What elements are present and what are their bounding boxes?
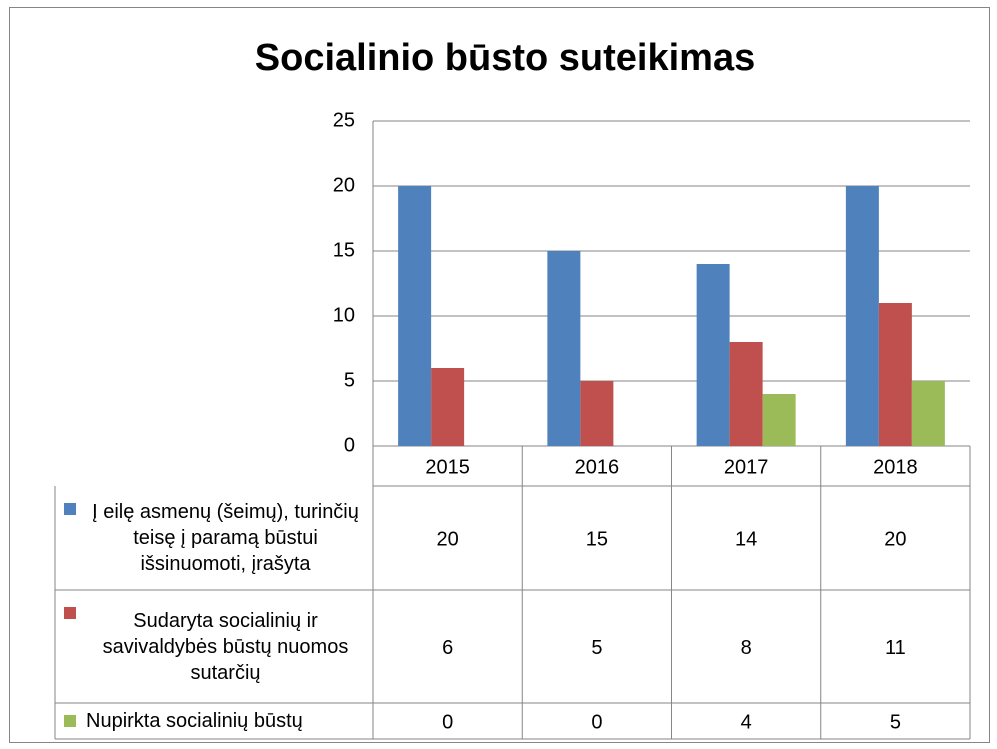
table-value: 14: [735, 528, 757, 550]
bar: [696, 264, 730, 446]
legend-key: [64, 503, 76, 515]
legend-label: Sudaryta socialinių ir savivaldybės būst…: [102, 609, 349, 684]
x-tick-label: 2016: [575, 456, 620, 478]
table-value: 8: [741, 637, 752, 659]
y-tick-label: 20: [333, 174, 355, 196]
bar: [878, 303, 912, 446]
bar: [398, 186, 432, 446]
y-tick-label: 0: [344, 434, 355, 456]
legend-label: Nupirkta socialinių būstų: [86, 710, 303, 732]
table-value: 0: [442, 711, 453, 733]
table-value: 6: [442, 637, 453, 659]
table-value: 0: [591, 711, 602, 733]
table-value: 20: [437, 528, 459, 550]
bar: [911, 381, 945, 446]
bar: [431, 368, 465, 446]
bar: [845, 186, 879, 446]
bar: [762, 394, 796, 446]
chart-border: [9, 7, 990, 743]
x-tick-label: 2017: [724, 456, 769, 478]
legend-key: [64, 607, 76, 619]
y-tick-label: 5: [344, 369, 355, 391]
y-tick-label: 25: [333, 109, 355, 131]
x-tick-label: 2015: [425, 456, 470, 478]
y-tick-label: 10: [333, 304, 355, 326]
x-tick-label: 2018: [873, 456, 918, 478]
table-value: 5: [591, 637, 602, 659]
table-value: 5: [890, 711, 901, 733]
chart-title: Socialinio būsto suteikimas: [255, 37, 755, 79]
table-value: 20: [884, 528, 906, 550]
table-value: 15: [586, 528, 608, 550]
table-value: 11: [885, 637, 906, 659]
y-tick-label: 15: [333, 239, 355, 261]
bar: [580, 381, 614, 446]
legend-key: [64, 715, 76, 727]
bar: [547, 251, 581, 446]
table-value: 4: [741, 711, 752, 733]
bar: [729, 342, 763, 446]
legend-label: Į eilę asmenų (šeimų), turinčių teisę į …: [92, 501, 359, 575]
